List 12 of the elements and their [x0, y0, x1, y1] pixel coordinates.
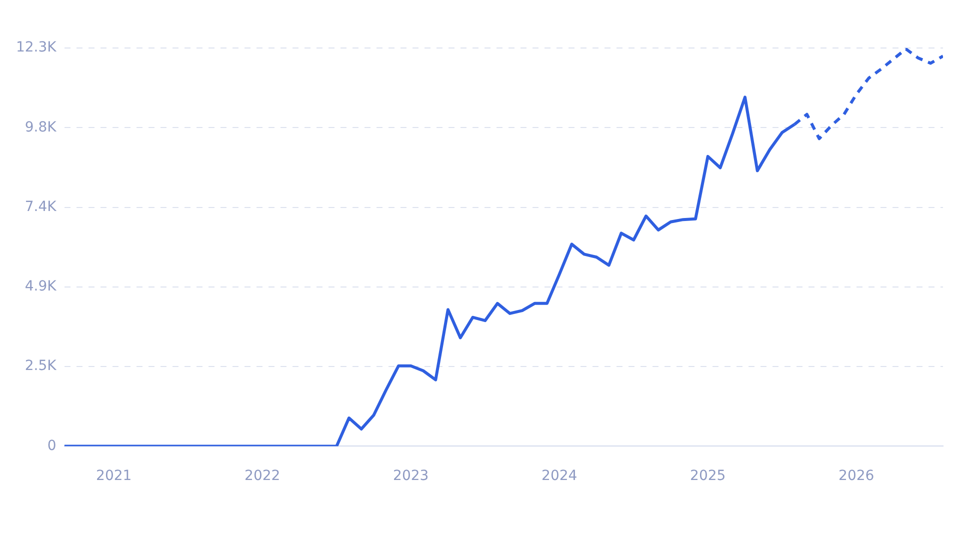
y-tick-label: 4.9K: [24, 278, 58, 295]
x-tick-label: 2023: [393, 468, 429, 484]
x-tick-label: 2024: [542, 468, 578, 484]
y-tick-label: 0: [47, 438, 56, 454]
y-tick-label: 12.3K: [16, 40, 58, 56]
y-tick-label: 9.8K: [24, 119, 58, 136]
x-tick-label: 2025: [690, 468, 726, 484]
y-tick-label: 7.4K: [24, 198, 58, 215]
x-tick-label: 2021: [96, 468, 132, 484]
x-tick-label: 2026: [838, 468, 874, 484]
x-tick-label: 2022: [244, 468, 280, 484]
y-tick-label: 2.5K: [24, 358, 58, 374]
